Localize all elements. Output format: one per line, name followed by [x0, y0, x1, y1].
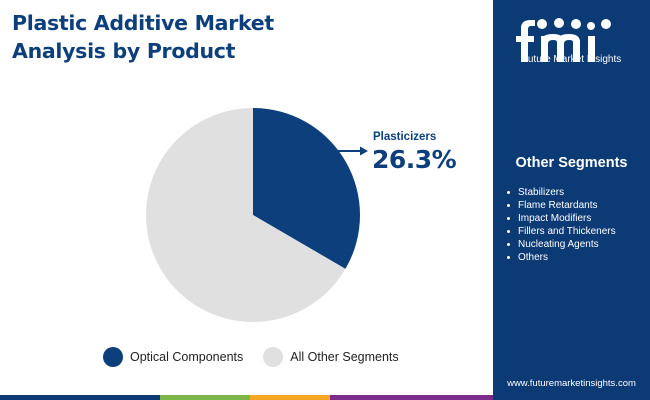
callout-value: 26.3% [372, 145, 457, 174]
legend-swatch-all-other-segments [263, 347, 284, 367]
legend-item-optical-components: Optical Components [103, 347, 243, 367]
callout-label: Plasticizers [373, 131, 437, 143]
legend-swatch-optical-components [103, 347, 123, 367]
title-line-1: Plastic Additive Market [12, 11, 274, 35]
page-title: Plastic Additive Market Analysis by Prod… [12, 9, 482, 65]
other-segments-list: Stabilizers Flame Retardants Impact Modi… [505, 186, 616, 264]
pie-slice-plasticizers [253, 108, 360, 269]
legend-item-all-other-segments: All Other Segments [263, 347, 399, 367]
callout-arrow [338, 146, 368, 156]
list-item: Stabilizers [505, 186, 616, 199]
other-segments-title: Other Segments [515, 155, 628, 171]
list-item: Nucleating Agents [505, 238, 616, 251]
bottom-color-bar [0, 395, 493, 400]
logo-text: Future Market Insights [521, 54, 622, 65]
fmi-logo-icon [516, 18, 611, 62]
title-line-2: Analysis by Product [12, 39, 236, 63]
list-item: Fillers and Thickeners [505, 225, 616, 238]
pie-slice-all-other-segments [146, 108, 346, 322]
sidebar: Future Market Insights Other Segments St… [493, 0, 650, 400]
website-link[interactable]: www.futuremarketinsights.com [507, 378, 636, 389]
list-item: Others [505, 251, 616, 264]
pie-chart [146, 108, 368, 322]
legend-label: All Other Segments [290, 350, 399, 364]
list-item: Impact Modifiers [505, 212, 616, 225]
list-item: Flame Retardants [505, 199, 616, 212]
legend: Optical Components All Other Segments [103, 347, 419, 367]
legend-label: Optical Components [130, 350, 244, 364]
